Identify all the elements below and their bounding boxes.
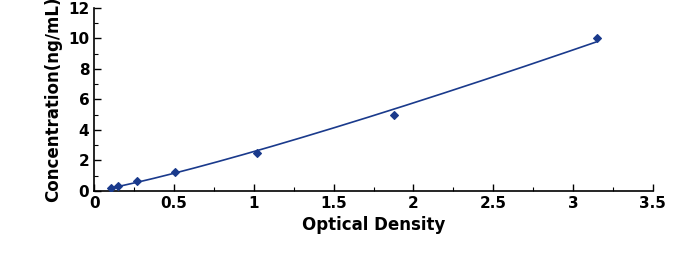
Y-axis label: Concentration(ng/mL): Concentration(ng/mL) xyxy=(44,0,63,202)
X-axis label: Optical Density: Optical Density xyxy=(302,216,446,234)
